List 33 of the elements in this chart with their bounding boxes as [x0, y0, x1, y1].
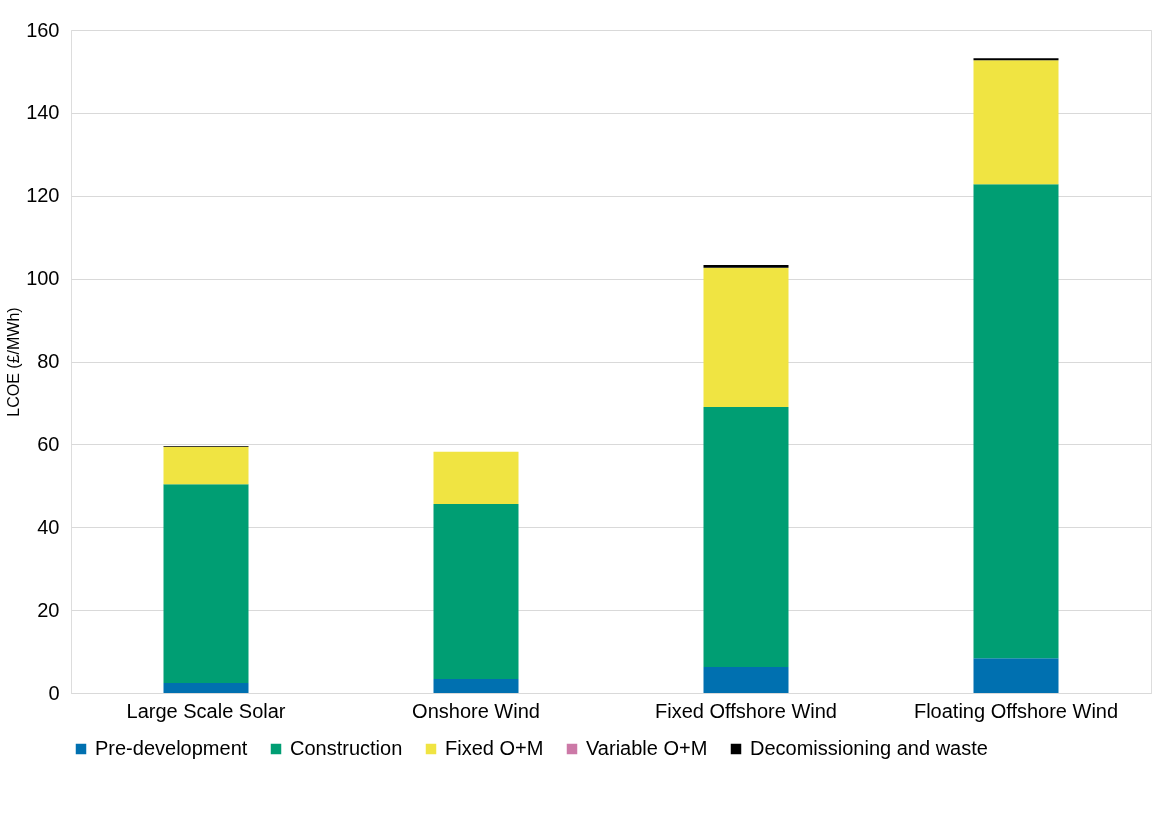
- bar: [163, 683, 249, 693]
- y-tick-label: 160: [26, 18, 60, 41]
- bar: [703, 666, 789, 693]
- y-tick-label: 20: [37, 598, 60, 621]
- bar: [433, 678, 519, 693]
- bar: [703, 264, 789, 268]
- bar: [973, 60, 1059, 185]
- legend-label: Decomissioning and waste: [750, 737, 988, 759]
- legend-label: Variable O+M: [586, 737, 708, 759]
- x-tick-label: Large Scale Solar: [126, 699, 286, 722]
- bar: [163, 446, 249, 485]
- x-tick-label: Fixed Offshore Wind: [655, 699, 837, 722]
- bar: [163, 484, 249, 684]
- legend-label: Construction: [290, 737, 403, 759]
- bar: [703, 407, 789, 667]
- bar: [433, 451, 519, 505]
- y-tick-label: 120: [26, 184, 60, 207]
- y-tick-label: 60: [37, 432, 60, 455]
- y-tick-label: 140: [26, 101, 60, 124]
- bar: [973, 58, 1059, 61]
- x-tick-label: Floating Offshore Wind: [913, 699, 1119, 722]
- x-tick-label: Onshore Wind: [412, 699, 540, 722]
- y-tick-label: 100: [26, 267, 60, 290]
- y-tick-label: 40: [37, 515, 60, 538]
- bar: [703, 267, 789, 408]
- legend-label: Fixed O+M: [445, 737, 544, 759]
- y-tick-label: 80: [37, 350, 60, 372]
- bar: [973, 658, 1059, 693]
- y-tick-label: 0: [48, 681, 60, 704]
- bar: [433, 504, 519, 679]
- bar: [973, 184, 1059, 659]
- y-axis-title: LCOE (£/MWh): [5, 307, 23, 417]
- legend-label: Pre-development: [95, 737, 248, 759]
